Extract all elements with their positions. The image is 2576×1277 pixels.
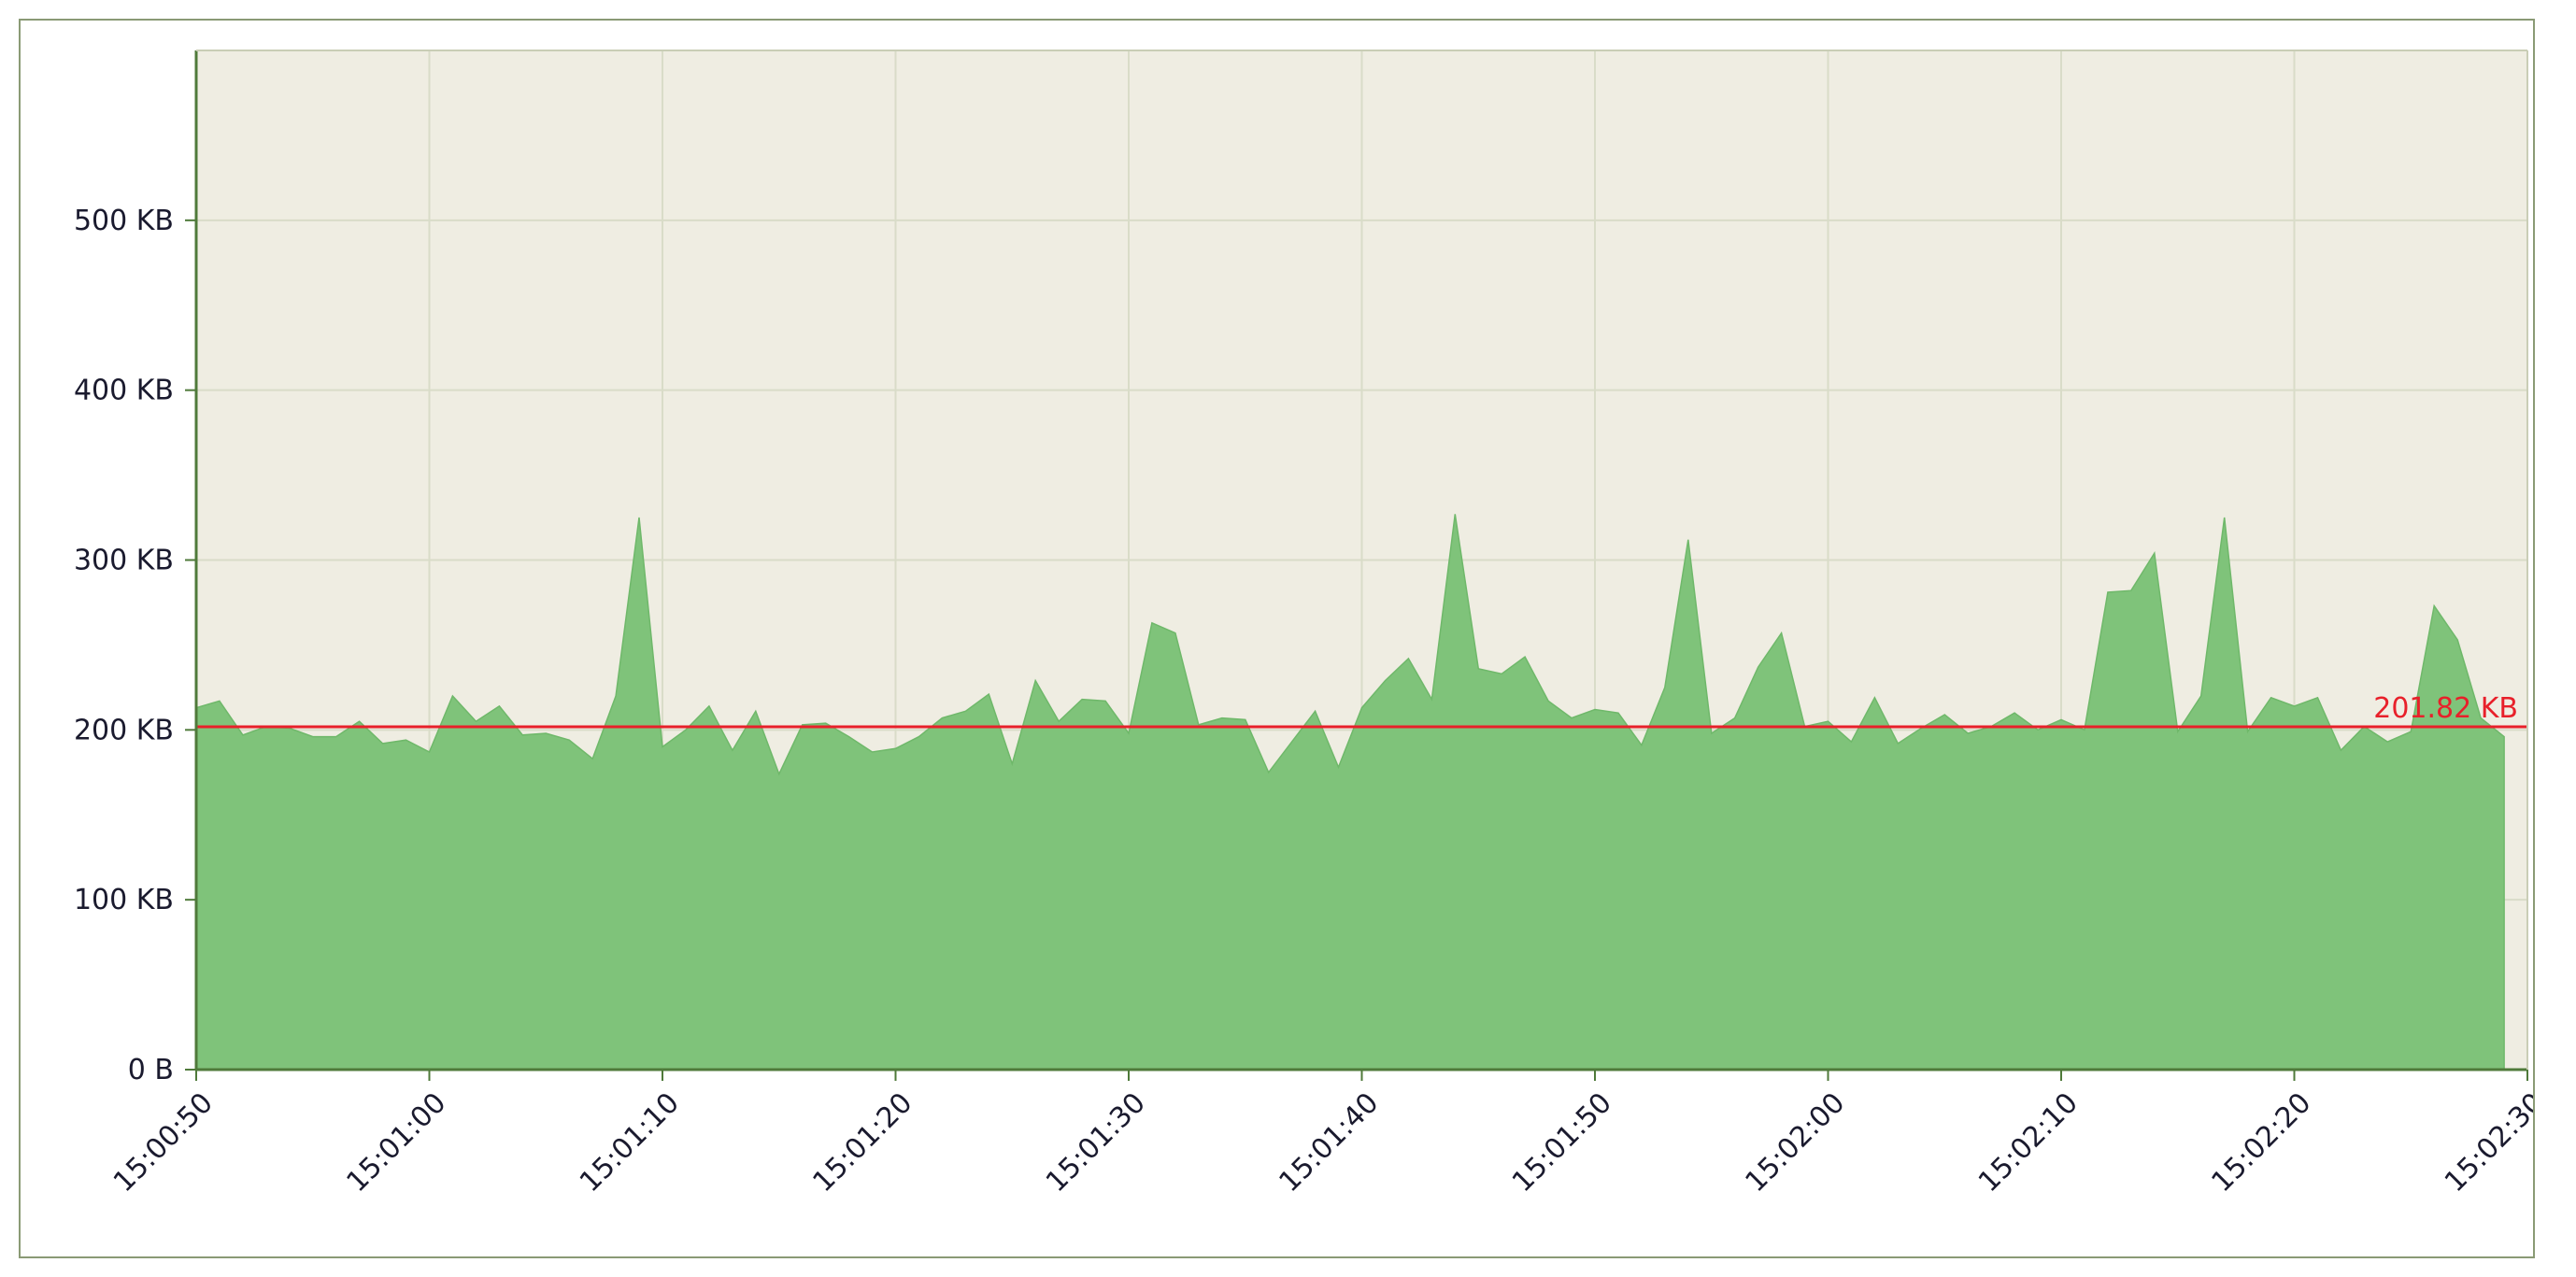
x-tick-label: 15:01:30 <box>1040 1086 1152 1199</box>
y-tick-label: 200 KB <box>74 714 174 746</box>
series-area-path <box>195 514 2505 1071</box>
y-axis-ticks: 0 B 100 KB 200 KB 300 KB 400 KB 500 KB <box>74 205 196 1086</box>
y-tick-label: 500 KB <box>74 205 174 237</box>
x-tick-label: 15:01:10 <box>574 1086 686 1199</box>
y-tick-label: 0 B <box>128 1054 174 1086</box>
y-tick-label: 100 KB <box>74 884 174 916</box>
x-tick-label: 15:02:20 <box>2205 1086 2317 1199</box>
x-tick-label: 15:01:50 <box>1506 1086 1618 1199</box>
x-tick-label: 15:01:00 <box>340 1086 452 1199</box>
reference-line-group: 201.82 KB <box>196 692 2527 729</box>
x-tick-label: 15:01:20 <box>806 1086 918 1199</box>
x-tick-label: 15:02:10 <box>1972 1086 2085 1199</box>
x-axis-ticks: 15:00:50 15:01:00 15:01:10 15:01:20 15:01:30… <box>107 1070 2551 1199</box>
x-tick-label: 15:01:40 <box>1273 1086 1385 1199</box>
y-tick-label: 300 KB <box>74 545 174 577</box>
y-tick-label: 400 KB <box>74 375 174 407</box>
chart-frame: 201.82 KB 15:00:50 15:01:00 15:01:10 15:01:… <box>19 19 2551 1258</box>
x-tick-label: 15:02:00 <box>1739 1086 1851 1199</box>
series-area <box>195 514 2505 1071</box>
area-chart: 201.82 KB 15:00:50 15:01:00 15:01:10 15:01:… <box>74 50 2551 1199</box>
x-tick-label: 15:02:30 <box>2439 1086 2533 1199</box>
x-tick-label: 15:00:50 <box>107 1086 220 1199</box>
reference-line-label: 201.82 KB <box>2373 692 2518 725</box>
